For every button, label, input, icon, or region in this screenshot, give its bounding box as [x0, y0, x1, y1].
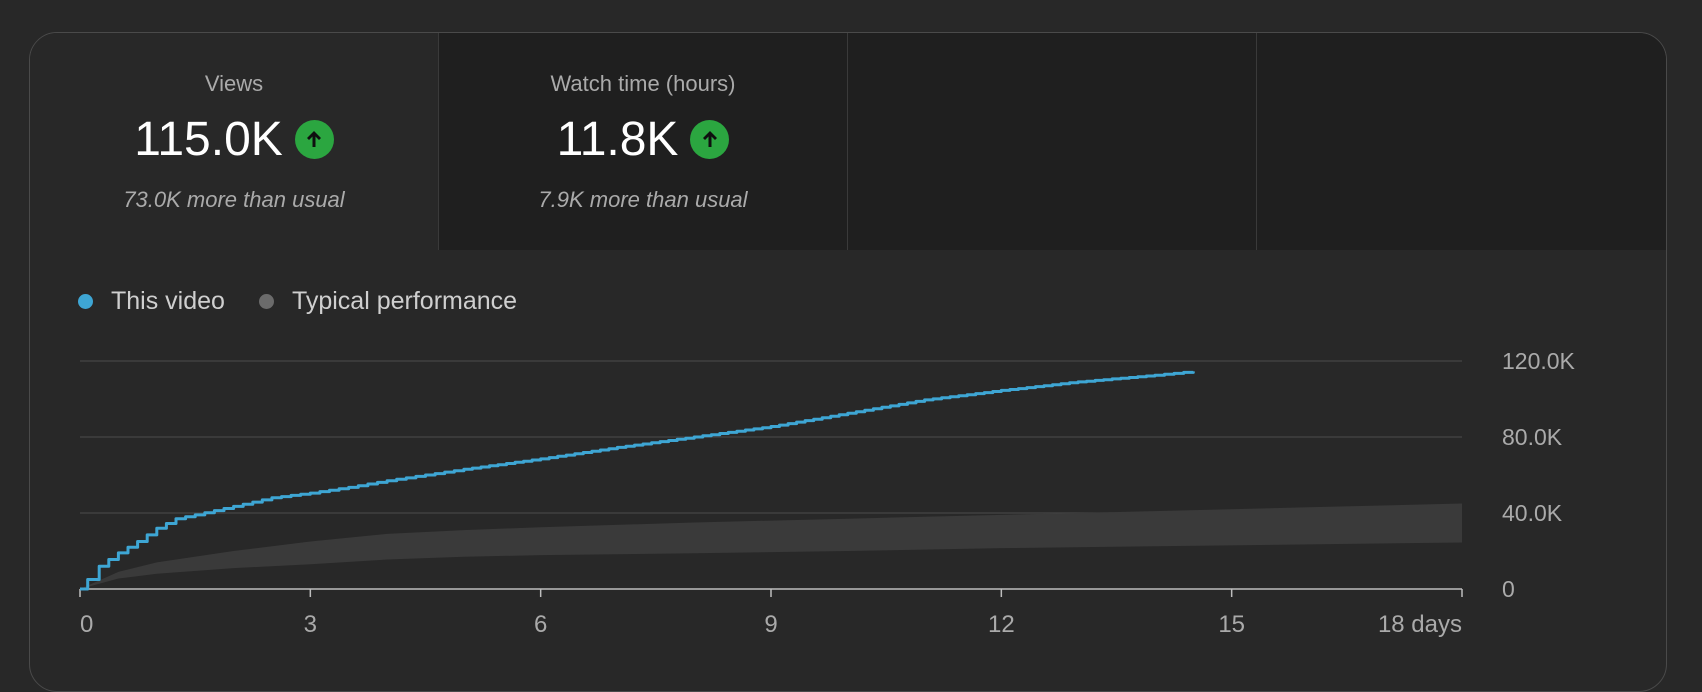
views-comparison: 73.0K more than usual	[123, 187, 345, 212]
x-tick-label: 3	[304, 611, 317, 638]
views-chart: 0 40.0K 80.0K 120.0K 0 3 6 9 12 15 18 days	[79, 348, 1576, 638]
views-value-row: 115.0K	[30, 109, 438, 169]
legend-label-this-video: This video	[111, 287, 225, 315]
this-video-line	[80, 370, 1195, 591]
metric-tabs: Views 115.0K 73.0K more than usual Watch…	[30, 33, 1666, 250]
x-tick-label: 15	[1218, 611, 1245, 638]
y-tick-label: 120.0K	[1502, 348, 1576, 374]
typical-swatch	[258, 294, 274, 309]
watch-time-comparison: 7.9K more than usual	[538, 187, 748, 212]
x-tick-label: 6	[534, 611, 547, 638]
trend-up-icon	[690, 119, 730, 159]
x-tick-label: 18 days	[1378, 611, 1462, 638]
watch-time-label: Watch time (hours)	[550, 71, 736, 96]
x-tick-label: 12	[988, 611, 1015, 638]
views-value: 115.0K	[134, 112, 283, 166]
y-tick-label: 0	[1502, 576, 1515, 602]
y-tick-label: 40.0K	[1502, 500, 1563, 526]
analytics-card: Views 115.0K 73.0K more than usual Watch…	[29, 32, 1667, 692]
this-video-swatch	[78, 294, 93, 309]
legend-item-typical: Typical performance	[258, 287, 518, 316]
y-tick-label: 80.0K	[1502, 424, 1563, 450]
empty-metric-tab[interactable]	[1257, 33, 1666, 250]
x-tick-label: 0	[80, 611, 93, 638]
legend-item-this-video: This video	[78, 287, 225, 316]
chart-legend: This video Typical performance	[78, 287, 551, 316]
empty-metric-tab[interactable]	[848, 33, 1257, 250]
views-metric-tab[interactable]: Views 115.0K 73.0K more than usual	[30, 33, 439, 250]
x-tick-label: 9	[764, 611, 777, 638]
typical-performance-band	[80, 503, 1462, 589]
watch-time-value-row: 11.8K	[439, 109, 847, 169]
trend-up-icon	[294, 119, 334, 159]
legend-label-typical: Typical performance	[291, 287, 518, 315]
views-label: Views	[204, 71, 264, 96]
watch-time-metric-tab[interactable]: Watch time (hours) 11.8K 7.9K more than …	[439, 33, 848, 250]
watch-time-value: 11.8K	[556, 112, 679, 166]
